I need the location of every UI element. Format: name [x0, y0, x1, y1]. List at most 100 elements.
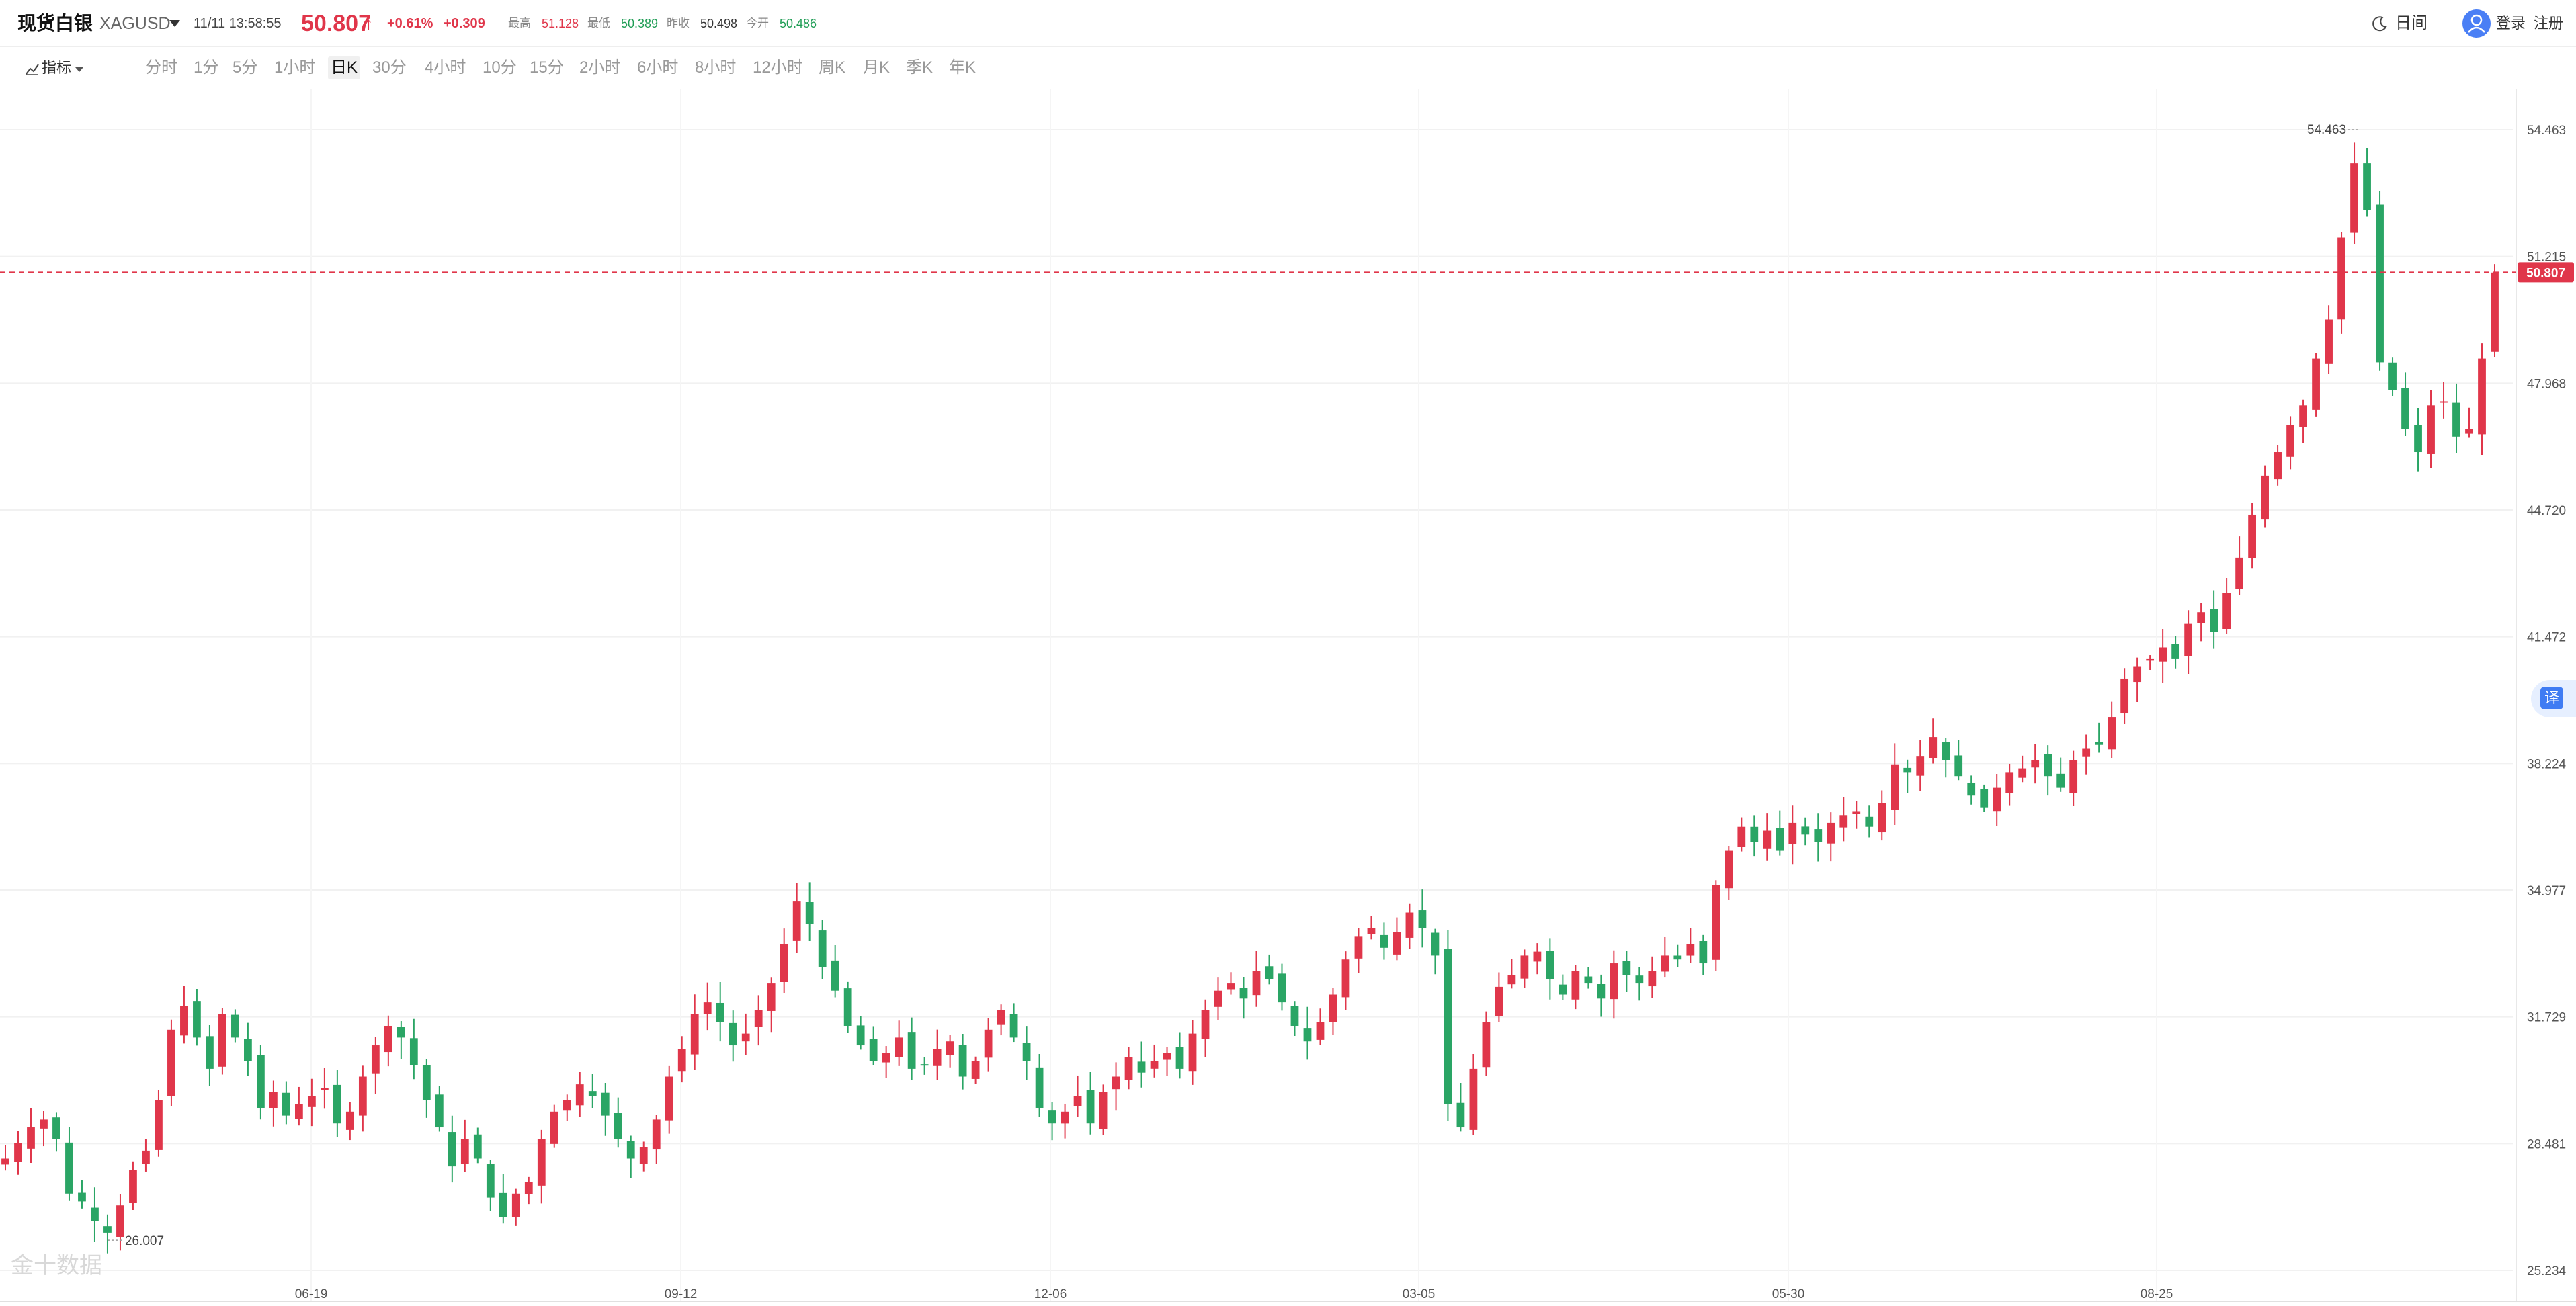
- candle-body: [537, 1139, 546, 1186]
- candle-body: [486, 1164, 495, 1198]
- candle-body: [2478, 358, 2486, 435]
- tab-timeframe[interactable]: 6小时: [637, 58, 679, 77]
- candle-body: [1163, 1053, 1171, 1060]
- avatar-icon[interactable]: [2462, 9, 2491, 38]
- y-tick-label: 34.977: [2527, 884, 2566, 898]
- candle-body: [2427, 405, 2435, 454]
- tab-timeframe[interactable]: 1小时: [274, 58, 316, 77]
- candle-body: [282, 1092, 290, 1116]
- candle-body: [244, 1039, 252, 1061]
- candle-body: [856, 1025, 865, 1046]
- candle-body: [294, 1104, 303, 1119]
- candle-body: [1278, 973, 1286, 1003]
- candle-body: [1903, 767, 1912, 773]
- candle-body: [1699, 941, 1708, 964]
- candle-body: [1827, 822, 1835, 844]
- candle-body: [116, 1205, 124, 1237]
- candle-body: [2069, 760, 2078, 793]
- tab-timeframe[interactable]: 2小时: [579, 58, 621, 77]
- candle-body: [1814, 829, 1823, 842]
- candle-body: [1214, 990, 1222, 1007]
- candle-body: [2235, 557, 2243, 589]
- moon-icon[interactable]: [2371, 15, 2388, 32]
- candle-body: [1290, 1006, 1299, 1026]
- tab-timeframe[interactable]: 月K: [863, 58, 890, 77]
- candle-body: [1673, 955, 1682, 960]
- candle-body: [1316, 1022, 1325, 1040]
- tab-timeframe[interactable]: 5分: [233, 58, 258, 77]
- candle-body: [677, 1049, 686, 1072]
- chevron-down-icon[interactable]: [169, 20, 180, 27]
- symbol-selector[interactable]: XAGUSD: [99, 14, 171, 33]
- candle-body: [831, 960, 839, 991]
- indicator-button[interactable]: 指标: [42, 59, 72, 76]
- login-link[interactable]: 登录: [2496, 15, 2526, 32]
- theme-toggle-label[interactable]: 日间: [2395, 14, 2427, 32]
- candle-body: [1597, 984, 1606, 999]
- candle-body: [601, 1092, 610, 1116]
- candlestick-chart[interactable]: 50.807 54.463 26.007 54.463 51.215 47.968 44.…: [0, 89, 2576, 1306]
- tab-timeframe[interactable]: 8小时: [695, 58, 737, 77]
- candle-body: [40, 1119, 48, 1129]
- y-tick-label: 41.472: [2527, 631, 2566, 645]
- x-axis: 06-19 09-12 12-06 03-05 05-30 08-25: [295, 1287, 2173, 1301]
- candle-body: [575, 1084, 584, 1106]
- candle-body: [1329, 994, 1337, 1022]
- candle-body: [511, 1193, 520, 1217]
- candle-body: [2274, 452, 2282, 480]
- tab-timeframe[interactable]: 30分: [372, 58, 407, 77]
- candle-body: [563, 1100, 571, 1111]
- candle-body: [1048, 1110, 1056, 1124]
- tab-timeframe[interactable]: 15分: [530, 58, 564, 77]
- candle-body: [2018, 768, 2027, 778]
- candle-body: [1124, 1057, 1133, 1080]
- candle-body: [448, 1132, 456, 1167]
- candle-body: [2376, 204, 2384, 363]
- candle-body: [626, 1141, 635, 1159]
- tab-timeframe[interactable]: 分时: [145, 58, 177, 77]
- candle-body: [1776, 828, 1784, 851]
- translate-button[interactable]: 译: [2531, 680, 2576, 717]
- candle-body: [2261, 475, 2269, 520]
- tab-timeframe[interactable]: 季K: [906, 58, 933, 77]
- candle-body: [946, 1041, 954, 1055]
- tab-timeframe[interactable]: 日K: [328, 56, 361, 79]
- candle-body: [2120, 678, 2129, 714]
- candle-body: [550, 1111, 558, 1144]
- tab-timeframe[interactable]: 4小时: [425, 58, 466, 77]
- candle-body: [2056, 773, 2065, 788]
- candle-body: [1188, 1033, 1197, 1072]
- tab-timeframe[interactable]: 1分: [194, 58, 219, 77]
- candle-body: [1980, 789, 1989, 808]
- translate-icon[interactable]: 译: [2540, 687, 2563, 709]
- candle-body: [2248, 514, 2256, 558]
- candle-body: [665, 1076, 673, 1121]
- tab-timeframe[interactable]: 10分: [483, 58, 517, 77]
- tab-timeframe[interactable]: 年K: [949, 58, 977, 77]
- candle-body: [1367, 928, 1376, 934]
- candle-body: [2197, 612, 2206, 623]
- candle-body: [129, 1170, 137, 1203]
- register-link[interactable]: 注册: [2534, 15, 2564, 32]
- indicator-icon[interactable]: [26, 63, 39, 75]
- candle-body: [2146, 658, 2155, 661]
- candle-body: [193, 1001, 201, 1038]
- candle-body: [2465, 429, 2473, 434]
- candle-body: [767, 983, 776, 1011]
- candle-body: [435, 1094, 444, 1128]
- candle-body: [1482, 1022, 1491, 1068]
- tab-timeframe[interactable]: 12小时: [753, 58, 803, 77]
- candle-body: [384, 1025, 392, 1053]
- candle-body: [780, 943, 788, 982]
- candle-body: [1712, 885, 1720, 960]
- candle-body: [358, 1076, 367, 1116]
- tab-timeframe[interactable]: 周K: [819, 58, 846, 77]
- candle-body: [2031, 760, 2040, 768]
- candle-body: [1150, 1061, 1159, 1069]
- x-tick-label: 05-30: [1772, 1287, 1805, 1301]
- candle-body: [1227, 983, 1235, 990]
- stat-prev-close-label: 昨收: [667, 17, 690, 30]
- stat-prev-close-value: 50.498: [700, 17, 738, 30]
- chevron-down-icon[interactable]: [75, 67, 83, 72]
- candle-body: [1239, 988, 1248, 999]
